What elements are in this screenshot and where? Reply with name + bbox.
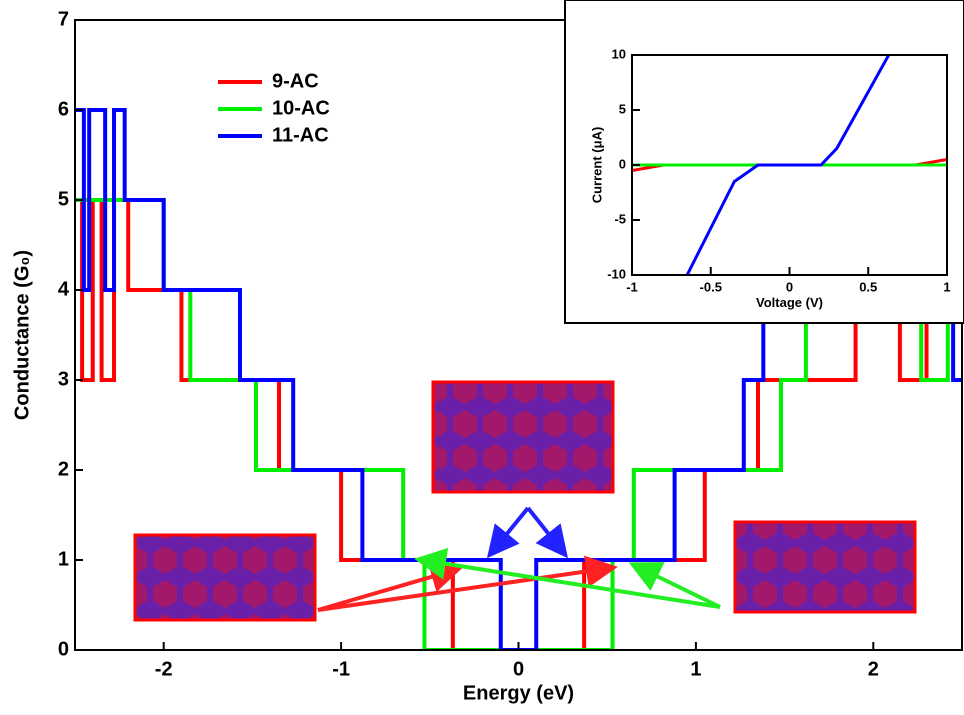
y-tick-label: 1 xyxy=(58,548,69,570)
y-tick-label: -5 xyxy=(614,211,626,226)
y-tick-label: 10 xyxy=(612,46,626,61)
legend-label: 9-AC xyxy=(272,70,319,92)
series-line xyxy=(75,108,962,650)
y-tick-label: 5 xyxy=(58,188,69,210)
x-tick-label: 1 xyxy=(943,279,950,294)
x-tick-label: -1 xyxy=(626,279,638,294)
arrow xyxy=(486,506,530,559)
x-tick-label: -0.5 xyxy=(700,279,722,294)
molecules xyxy=(133,380,917,622)
x-tick-label: -1 xyxy=(332,658,350,680)
y-axis-label: Current (μA) xyxy=(590,127,605,204)
arrows xyxy=(317,506,721,612)
arrow xyxy=(317,561,463,612)
y-tick-label: 5 xyxy=(619,101,626,116)
x-tick-label: 0.5 xyxy=(859,279,877,294)
x-tick-label: 2 xyxy=(868,658,879,680)
series-line xyxy=(685,55,891,275)
y-tick-label: 6 xyxy=(58,98,69,120)
y-tick-label: 0 xyxy=(619,156,626,171)
x-tick-label: -2 xyxy=(155,658,173,680)
y-tick-label: 0 xyxy=(58,638,69,660)
inset-plot: -1 -0.5 0 0.5 1 -10 -5 0 5 10 Voltage (V) Current (… xyxy=(590,46,951,310)
y-tick-label: -10 xyxy=(607,266,626,281)
molecule-11ac xyxy=(733,520,917,614)
arrow xyxy=(317,555,618,612)
legend-label: 10-AC xyxy=(272,97,330,119)
x-tick-label: 0 xyxy=(513,658,524,680)
molecule-9ac xyxy=(133,533,317,622)
arrow xyxy=(526,506,568,559)
y-tick-label: 2 xyxy=(58,458,69,480)
x-axis-label: Voltage (V) xyxy=(756,295,823,310)
arrow xyxy=(414,547,721,609)
x-tick-label: 1 xyxy=(690,658,701,680)
y-tick-label: 3 xyxy=(58,368,69,390)
y-axis-label: Conductance (G₀) xyxy=(11,250,33,420)
x-axis-label: Energy (eV) xyxy=(463,682,574,704)
legend-label: 11-AC xyxy=(272,124,329,146)
molecule-10ac xyxy=(431,380,615,494)
arrow xyxy=(628,562,721,609)
y-tick-label: 4 xyxy=(58,278,70,300)
x-tick-label: 0 xyxy=(786,279,793,294)
y-tick-label: 7 xyxy=(58,8,69,30)
